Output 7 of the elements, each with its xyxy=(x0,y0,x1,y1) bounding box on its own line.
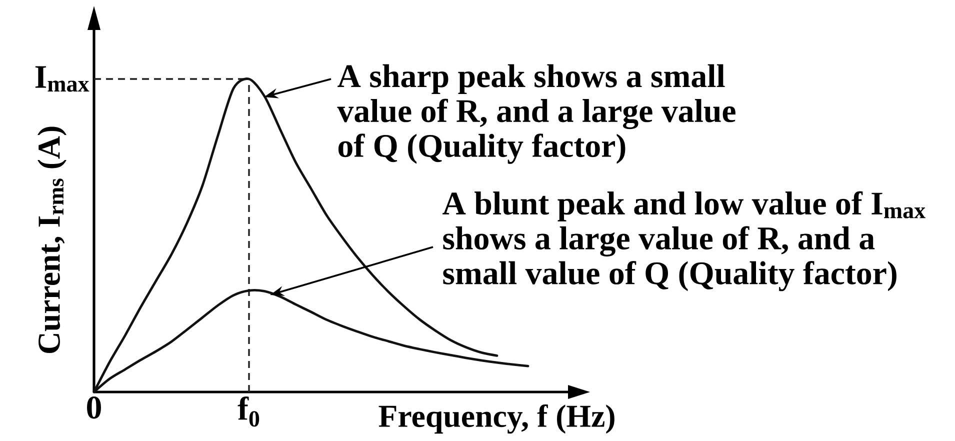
x-tick-label: 0 xyxy=(87,396,101,419)
ref-line-label: I$_{max}$ xyxy=(35,66,90,92)
x-tick-label: f$_{0}$ xyxy=(238,396,260,427)
annotation: A sharp peak shows a small value of R, and a large value of Q (Quality factor) xyxy=(337,64,736,164)
annotation: A blunt peak and low value of I$_{max}$ shows a large value of R, and a small value of Q (Quality factor) xyxy=(442,191,926,292)
y-axis-title: Current, I$_{rms}$ (A) xyxy=(38,126,66,354)
x-axis-title: Frequency, f (Hz) xyxy=(378,404,614,434)
